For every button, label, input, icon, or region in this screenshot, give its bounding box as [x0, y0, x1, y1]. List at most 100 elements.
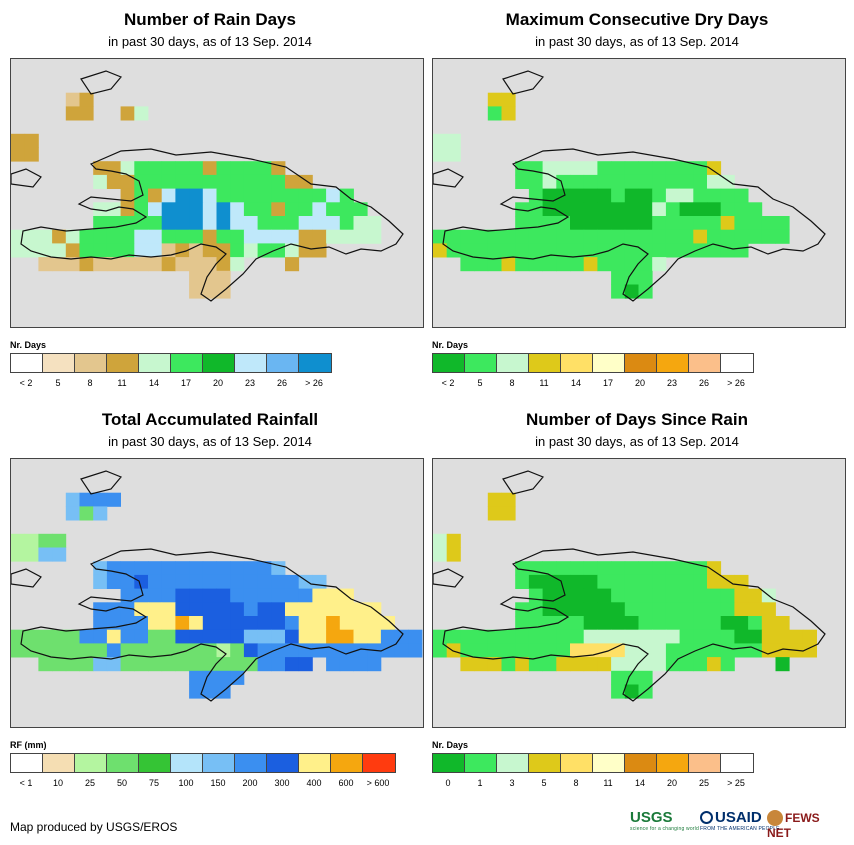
- grid-cell: [638, 257, 653, 272]
- grid-cell: [148, 202, 163, 217]
- grid-cell: [175, 657, 190, 672]
- grid-cell: [106, 243, 121, 258]
- grid-cell: [257, 657, 272, 672]
- legend-swatch-2: [497, 354, 529, 372]
- grid-cell: [775, 629, 790, 644]
- grid-cell: [52, 533, 67, 548]
- grid-cell: [271, 174, 286, 189]
- grid-cell: [679, 602, 694, 617]
- grid-cell: [556, 602, 571, 617]
- grid-cell: [216, 188, 231, 203]
- grid-cell: [243, 188, 258, 203]
- grid-cell: [106, 202, 121, 217]
- grid-cell: [528, 188, 543, 203]
- panel-title: Number of Rain Days: [124, 10, 296, 29]
- legend-swatch-6: [625, 354, 657, 372]
- grid-cell: [65, 243, 80, 258]
- legend-swatch-9: [299, 354, 331, 372]
- grid-cell: [285, 616, 300, 631]
- grid-cell: [243, 174, 258, 189]
- grid-cell: [65, 229, 80, 244]
- grid-cell: [775, 216, 790, 231]
- legend-label: < 2: [19, 378, 33, 388]
- grid-cell: [652, 643, 667, 658]
- grid-cell: [230, 216, 245, 231]
- grid-cell: [216, 574, 231, 589]
- grid-cell: [528, 257, 543, 272]
- grid-cell: [515, 229, 530, 244]
- grid-cell: [583, 188, 598, 203]
- grid-cell: [161, 561, 176, 576]
- grid-cell: [597, 574, 612, 589]
- grid-cell: [665, 616, 680, 631]
- grid-cell: [734, 202, 749, 217]
- panel-subtitle: in past 30 days, as of 13 Sep. 2014: [535, 434, 739, 449]
- grid-cell: [542, 243, 557, 258]
- grid-cell: [597, 602, 612, 617]
- grid-cell: [638, 561, 653, 576]
- grid-cell: [761, 616, 776, 631]
- grid-cell: [285, 588, 300, 603]
- grid-cell: [230, 161, 245, 176]
- grid-cell: [501, 92, 516, 107]
- grid-cell: [748, 588, 763, 603]
- grid-cell: [761, 216, 776, 231]
- legend-swatch-0: [11, 754, 43, 772]
- grid-cell: [93, 216, 108, 231]
- legend-label: 23: [666, 378, 678, 388]
- grid-cell: [611, 561, 626, 576]
- panel-days-since-rain: Number of Days Since Rain in past 30 day…: [427, 400, 847, 800]
- grid-cell: [202, 561, 217, 576]
- grid-cell: [230, 561, 245, 576]
- grid-cell: [353, 602, 368, 617]
- grid-cell: [775, 657, 790, 672]
- grid-cell: [665, 574, 680, 589]
- grid-cell: [79, 492, 94, 507]
- grid-cell: [693, 229, 708, 244]
- grid-cell: [285, 188, 300, 203]
- grid-cell: [189, 270, 204, 285]
- grid-cell: [380, 616, 395, 631]
- grid-cell: [665, 561, 680, 576]
- grid-cell: [665, 629, 680, 644]
- grid-cell: [720, 629, 735, 644]
- grid-cell: [665, 188, 680, 203]
- grid-cell: [339, 602, 354, 617]
- grid-cell: [326, 602, 341, 617]
- grid-cell: [202, 684, 217, 699]
- grid-cell: [298, 188, 313, 203]
- grid-cell: [161, 588, 176, 603]
- map-grid: [11, 70, 404, 302]
- grid-cell: [175, 588, 190, 603]
- grid-cell: [597, 229, 612, 244]
- grid-cell: [515, 161, 530, 176]
- legend-label: 3: [509, 778, 515, 788]
- grid-cell: [611, 174, 626, 189]
- grid-cell: [52, 643, 67, 658]
- legend-label: 5: [55, 378, 61, 388]
- grid-cell: [556, 616, 571, 631]
- grid-cell: [120, 174, 135, 189]
- grid-cell: [734, 629, 749, 644]
- grid-cell: [189, 202, 204, 217]
- coastline-outline: [433, 470, 826, 702]
- grid-cell: [298, 602, 313, 617]
- legend-swatch-1: [465, 754, 497, 772]
- legend-swatch-6: [203, 754, 235, 772]
- grid-cell: [446, 547, 461, 562]
- grid-cell: [528, 202, 543, 217]
- grid-cell: [52, 547, 67, 562]
- legend-label: 26: [698, 378, 710, 388]
- grid-cell: [326, 202, 341, 217]
- grid-cell: [748, 202, 763, 217]
- legend-label: 14: [570, 378, 582, 388]
- grid-cell: [556, 202, 571, 217]
- legend-swatch-6: [203, 354, 235, 372]
- grid-cell: [134, 643, 149, 658]
- grid-cell: [24, 547, 39, 562]
- grid-cell: [446, 229, 461, 244]
- legend-swatch-3: [107, 754, 139, 772]
- grid-cell: [611, 243, 626, 258]
- grid-cell: [175, 243, 190, 258]
- legend-title: Nr. Days: [432, 340, 469, 350]
